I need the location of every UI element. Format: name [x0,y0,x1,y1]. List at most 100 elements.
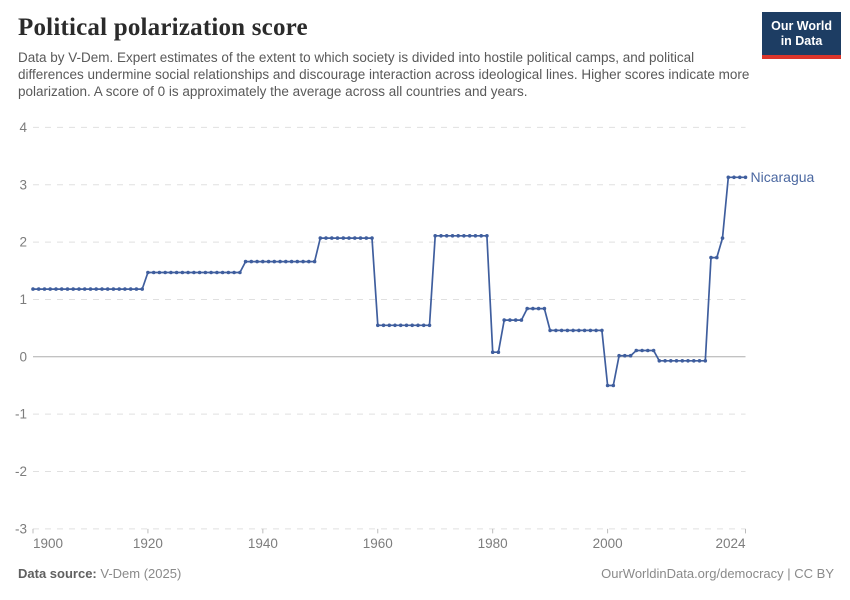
data-point[interactable] [203,270,208,275]
data-point[interactable] [111,287,116,291]
data-point[interactable] [548,328,552,333]
data-point[interactable] [559,328,564,333]
data-point[interactable] [588,328,593,333]
data-point[interactable] [623,353,627,358]
data-point[interactable] [65,287,70,291]
data-point[interactable] [312,259,317,264]
data-point[interactable] [444,234,449,238]
data-point[interactable] [209,270,213,275]
data-point[interactable] [307,259,311,264]
data-point[interactable] [157,270,162,275]
data-point[interactable] [226,270,231,275]
data-point[interactable] [657,359,662,363]
data-point[interactable] [82,287,87,291]
data-point[interactable] [48,287,52,291]
data-point[interactable] [663,359,667,363]
data-point[interactable] [370,236,374,240]
data-point[interactable] [600,328,604,333]
data-point[interactable] [31,287,35,291]
data-point[interactable] [743,175,748,180]
data-point[interactable] [680,359,685,363]
data-point[interactable] [669,359,673,363]
data-point[interactable] [330,236,334,240]
series-line[interactable] [33,176,746,387]
data-point[interactable] [36,287,41,291]
data-point[interactable] [577,328,581,333]
data-point[interactable] [433,234,438,238]
data-point[interactable] [88,287,93,291]
data-point[interactable] [174,270,179,275]
data-point[interactable] [467,234,472,238]
footer-attribution[interactable]: OurWorldinData.org/democracy | CC BY [601,566,834,581]
data-point[interactable] [387,323,392,328]
data-point[interactable] [140,287,144,291]
data-point[interactable] [439,234,443,238]
data-point[interactable] [163,270,167,275]
data-point[interactable] [427,323,432,328]
data-point[interactable] [324,236,328,240]
data-point[interactable] [364,236,369,240]
data-point[interactable] [496,350,501,355]
data-point[interactable] [519,318,524,322]
data-point[interactable] [289,259,294,264]
data-point[interactable] [646,348,650,353]
data-point[interactable] [508,318,512,322]
data-point[interactable] [416,323,420,328]
data-source-value[interactable]: V-Dem (2025) [100,566,182,581]
data-point[interactable] [123,287,127,291]
data-point[interactable] [341,236,346,240]
data-point[interactable] [376,323,380,328]
data-point[interactable] [381,323,386,328]
data-point[interactable] [709,255,713,260]
owid-logo[interactable]: Our World in Data [762,12,841,59]
data-point[interactable] [335,236,340,240]
data-point[interactable] [272,259,277,264]
data-point[interactable] [456,234,461,238]
data-point[interactable] [261,259,265,264]
data-point[interactable] [611,383,616,388]
data-point[interactable] [151,270,156,275]
data-point[interactable] [732,175,736,180]
data-point[interactable] [347,236,351,240]
data-point[interactable] [134,287,139,291]
data-point[interactable] [703,359,708,363]
data-point[interactable] [640,348,644,353]
data-point[interactable] [180,270,185,275]
data-point[interactable] [651,348,656,353]
data-point[interactable] [192,270,196,275]
data-point[interactable] [410,323,415,328]
data-point[interactable] [720,236,725,240]
data-point[interactable] [686,359,690,363]
data-point[interactable] [634,348,639,353]
data-point[interactable] [54,287,58,291]
data-point[interactable] [42,287,47,291]
data-point[interactable] [404,323,409,328]
data-point[interactable] [513,318,518,322]
data-point[interactable] [421,323,426,328]
data-point[interactable] [565,328,570,333]
data-point[interactable] [605,383,610,388]
data-point[interactable] [490,350,495,355]
data-point[interactable] [128,287,133,291]
data-point[interactable] [571,328,575,333]
data-point[interactable] [186,270,190,275]
data-point[interactable] [77,287,81,291]
data-point[interactable] [582,328,587,333]
data-point[interactable] [232,270,236,275]
data-point[interactable] [238,270,242,275]
data-point[interactable] [295,259,300,264]
data-point[interactable] [479,234,484,238]
data-point[interactable] [94,287,98,291]
data-point[interactable] [358,236,363,240]
series-end-label[interactable]: Nicaragua [751,169,815,185]
data-point[interactable] [674,359,679,363]
data-point[interactable] [531,306,535,311]
data-point[interactable] [393,323,397,328]
data-point[interactable] [715,255,719,260]
data-point[interactable] [243,259,248,264]
data-point[interactable] [485,234,489,238]
data-point[interactable] [594,328,598,333]
data-point[interactable] [197,270,202,275]
data-point[interactable] [353,236,357,240]
data-point[interactable] [473,234,478,238]
